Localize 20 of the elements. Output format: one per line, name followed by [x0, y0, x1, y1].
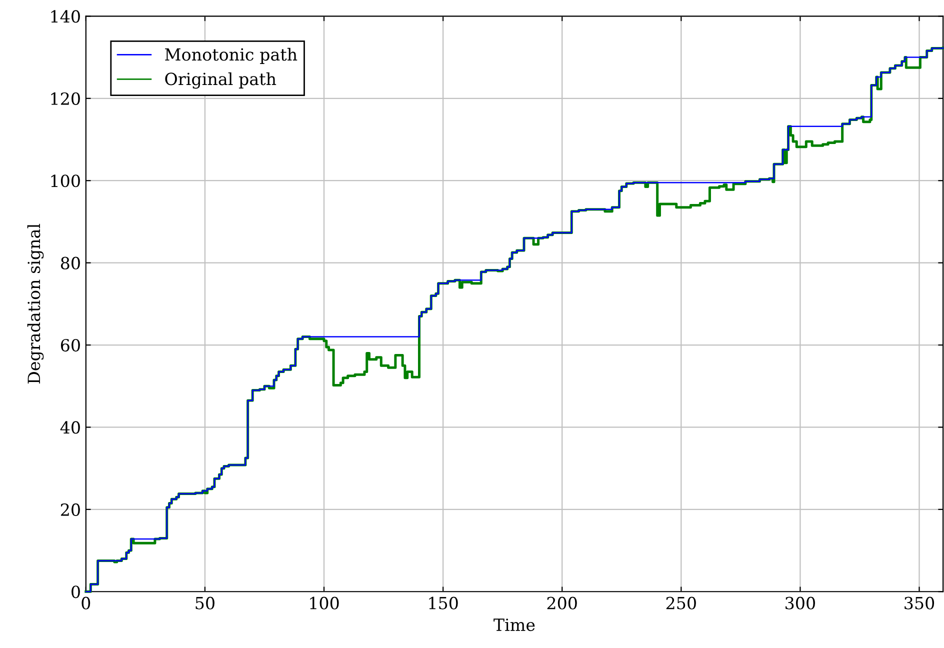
x-tick-label: 150 [429, 596, 458, 610]
y-tick-label: 20 [60, 503, 80, 516]
y-tick-label: 40 [60, 421, 80, 434]
y-tick-label: 120 [51, 92, 80, 105]
y-tick-label: 60 [60, 338, 80, 352]
x-axis-title: Time [494, 618, 535, 632]
x-tick-label: 0 [82, 596, 90, 610]
y-tick-label: 100 [51, 174, 80, 188]
legend-label: Original path [165, 72, 276, 89]
x-tick-label: 350 [904, 596, 934, 610]
x-tick-label: 200 [547, 596, 577, 610]
y-tick-label: 140 [51, 10, 80, 23]
legend-label: Monotonic path [165, 48, 298, 64]
x-tick-label: 50 [196, 596, 214, 610]
x-tick-label: 100 [310, 596, 339, 610]
x-tick-label: 250 [666, 596, 696, 610]
x-tick-label: 300 [786, 596, 815, 610]
y-tick-label: 0 [72, 586, 80, 598]
y-tick-label: 80 [60, 256, 80, 270]
y-axis-title: Degradation signal [27, 224, 44, 384]
